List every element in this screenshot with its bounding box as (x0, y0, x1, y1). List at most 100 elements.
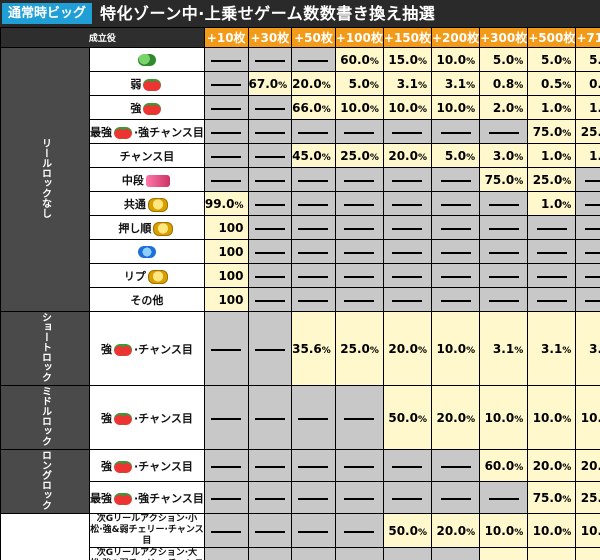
table-row: 強66.0%10.0%10.0%10.0%2.0%1.0%1.0% (1, 96, 600, 120)
column-header: +150枚 (383, 28, 431, 48)
value-number: 60.0 (340, 53, 370, 67)
row-label-text: 押し順 (118, 222, 151, 235)
value-cell: 25.0% (576, 120, 600, 144)
cherry-icon (114, 413, 132, 425)
percent-unit: % (466, 415, 475, 425)
value-cell (383, 288, 431, 312)
corner-header: 成立役 (1, 28, 205, 48)
row-label-text: 強 (101, 460, 112, 473)
percent-unit: % (514, 105, 523, 115)
percent-unit: % (322, 105, 331, 115)
dash-mark (585, 252, 600, 254)
value-cell: 10.0% (383, 96, 431, 120)
percent-unit: % (562, 346, 571, 356)
dash-mark (585, 204, 600, 206)
dash-mark (344, 180, 374, 182)
value-cell (204, 168, 248, 192)
percent-unit: % (466, 528, 475, 538)
value-cell (292, 48, 336, 72)
cherry-icon (114, 127, 132, 139)
bell-icon (148, 270, 168, 284)
group-text: ショートロック (40, 312, 51, 382)
value-number: 0.8 (493, 77, 514, 91)
dash-mark (298, 252, 328, 254)
value-number: 15.0 (388, 53, 418, 67)
percent-unit: % (418, 57, 427, 67)
row-label-text: チャンス目 (120, 150, 175, 163)
percent-unit: % (514, 463, 523, 473)
value-cell: 20.0% (383, 312, 431, 386)
row-label: 弱 (90, 72, 205, 96)
percent-unit: % (322, 346, 331, 356)
dash-mark (344, 418, 374, 420)
dash-mark (344, 498, 374, 500)
dash-mark (441, 252, 471, 254)
value-number: 100 (218, 293, 243, 307)
value-cell (335, 386, 383, 450)
value-number: 20.0 (581, 459, 600, 473)
value-cell (248, 548, 292, 560)
value-cell: 5.0% (432, 144, 480, 168)
value-number: 5.0 (493, 53, 514, 67)
row-label-text: その他 (130, 294, 163, 307)
row-label-text: 次Gリールアクション·大 (97, 548, 197, 558)
row-label-text: 強 (130, 102, 141, 115)
dash-mark (255, 204, 285, 206)
percent-unit: % (562, 153, 571, 163)
value-number: 75.0 (485, 173, 515, 187)
value-cell (335, 216, 383, 240)
percent-unit: % (514, 415, 523, 425)
value-number: 20.0 (581, 558, 600, 560)
dash-mark (344, 300, 374, 302)
value-number: 20.0 (436, 411, 466, 425)
dash-mark (255, 349, 285, 351)
dash-mark (344, 466, 374, 468)
value-cell (335, 240, 383, 264)
percent-unit: % (418, 153, 427, 163)
value-cell: 100 (204, 240, 248, 264)
value-cell (528, 216, 576, 240)
percent-unit: % (466, 153, 475, 163)
row-label: その他 (90, 288, 205, 312)
row-label-text: 強 (101, 343, 112, 356)
value-cell (292, 288, 336, 312)
value-cell: 5.0% (335, 72, 383, 96)
dash-mark (489, 204, 519, 206)
dash-mark (392, 252, 422, 254)
group-text: ロングロック (40, 450, 51, 510)
value-cell (432, 240, 480, 264)
dash-mark (441, 276, 471, 278)
value-number: 3.1 (493, 342, 514, 356)
value-cell (204, 450, 248, 482)
value-number: 3.1 (445, 77, 466, 91)
value-number: 10.0 (533, 524, 563, 538)
value-number: 100 (218, 245, 243, 259)
value-cell: 20.0% (292, 72, 336, 96)
dash-mark (211, 180, 241, 182)
percent-unit: % (370, 105, 379, 115)
percent-unit: % (466, 81, 475, 91)
value-number: 10.0 (485, 411, 515, 425)
dash-mark (585, 228, 600, 230)
dash-mark (489, 228, 519, 230)
value-number: 20.0 (388, 149, 418, 163)
column-header: +300枚 (480, 28, 528, 48)
dash-mark (211, 466, 241, 468)
dash-mark (392, 300, 422, 302)
value-cell: 10.0% (480, 514, 528, 548)
value-cell: 10.0% (432, 96, 480, 120)
dash-mark (298, 418, 328, 420)
row-label: 中段 (90, 168, 205, 192)
value-cell (576, 168, 600, 192)
value-number: 0.5 (541, 77, 562, 91)
dash-mark (211, 132, 241, 134)
title-bar: 通常時ビッグ 特化ゾーン中·上乗せゲーム数数書き換え抽選 (0, 0, 600, 27)
dash-mark (211, 498, 241, 500)
value-cell: 20.0% (432, 386, 480, 450)
value-number: 10.0 (436, 53, 466, 67)
